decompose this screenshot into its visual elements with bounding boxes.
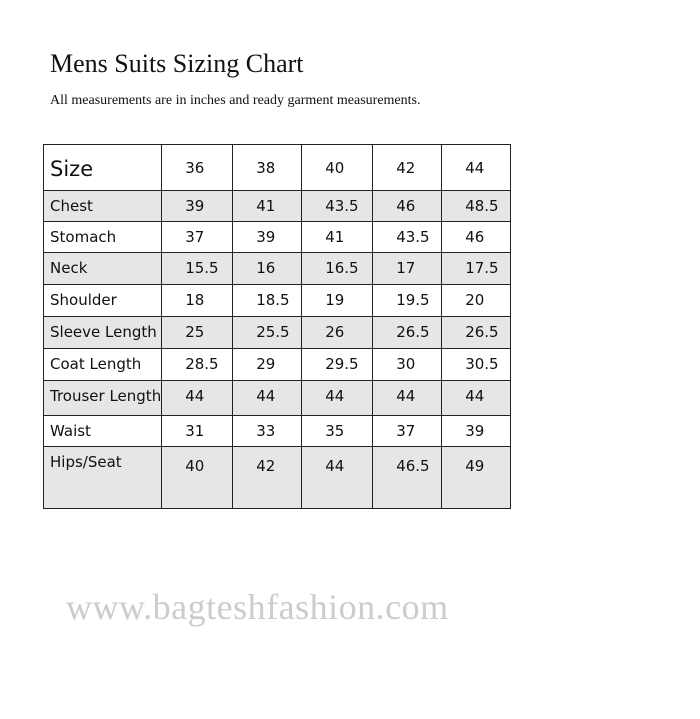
row-label: Trouser Length xyxy=(42,380,163,416)
table-row: Trouser Length 44 44 44 44 44 xyxy=(42,380,512,416)
row-label: Shoulder xyxy=(42,284,163,317)
table-cell: 17 xyxy=(372,252,443,285)
sizing-table: Size 36 38 40 42 44 Chest 39 41 43.5 46 … xyxy=(42,144,512,509)
table-cell: 44 xyxy=(301,446,374,509)
table-cell: 16 xyxy=(232,252,303,285)
table-cell: 30 xyxy=(372,348,443,381)
table-cell: 26.5 xyxy=(441,316,512,349)
table-cell: 37 xyxy=(161,221,234,253)
table-row: Stomach 37 39 41 43.5 46 xyxy=(42,221,512,253)
table-cell: 44 xyxy=(301,380,374,416)
table-cell: 44 xyxy=(232,380,303,416)
table-cell: 25.5 xyxy=(232,316,303,349)
watermark-text: www.bagteshfashion.com xyxy=(66,587,449,627)
row-label: Chest xyxy=(42,190,163,222)
table-row: Hips/Seat 40 42 44 46.5 49 xyxy=(42,446,512,509)
page-subtitle: All measurements are in inches and ready… xyxy=(50,93,421,108)
header-cell: 42 xyxy=(372,144,443,191)
header-cell: 36 xyxy=(161,144,234,191)
row-label: Coat Length xyxy=(42,348,163,381)
table-row: Waist 31 33 35 37 39 xyxy=(42,415,512,447)
table-cell: 41 xyxy=(232,190,303,222)
table-row: Neck 15.5 16 16.5 17 17.5 xyxy=(42,252,512,285)
table-row: Chest 39 41 43.5 46 48.5 xyxy=(42,190,512,222)
table-cell: 29.5 xyxy=(301,348,374,381)
table-cell: 44 xyxy=(372,380,443,416)
table-row: Sleeve Length 25 25.5 26 26.5 26.5 xyxy=(42,316,512,349)
table-cell: 33 xyxy=(232,415,303,447)
table-cell: 30.5 xyxy=(441,348,512,381)
header-cell: 44 xyxy=(441,144,512,191)
table-cell: 17.5 xyxy=(441,252,512,285)
table-cell: 26 xyxy=(301,316,374,349)
table-cell: 29 xyxy=(232,348,303,381)
table-cell: 48.5 xyxy=(441,190,512,222)
table-cell: 16.5 xyxy=(301,252,374,285)
table-cell: 37 xyxy=(372,415,443,447)
table-cell: 40 xyxy=(161,446,234,509)
row-label: Hips/Seat xyxy=(42,446,163,509)
table-cell: 39 xyxy=(161,190,234,222)
row-label: Waist xyxy=(42,415,163,447)
table-cell: 26.5 xyxy=(372,316,443,349)
page-title: Mens Suits Sizing Chart xyxy=(50,49,304,78)
table-cell: 25 xyxy=(161,316,234,349)
table-cell: 39 xyxy=(441,415,512,447)
table-cell: 41 xyxy=(301,221,374,253)
table-cell: 19.5 xyxy=(372,284,443,317)
table-cell: 19 xyxy=(301,284,374,317)
table-cell: 20 xyxy=(441,284,512,317)
table-cell: 46 xyxy=(441,221,512,253)
row-label: Stomach xyxy=(42,221,163,253)
table-cell: 18.5 xyxy=(232,284,303,317)
table-cell: 49 xyxy=(441,446,512,509)
table-row: Coat Length 28.5 29 29.5 30 30.5 xyxy=(42,348,512,381)
table-cell: 35 xyxy=(301,415,374,447)
table-cell: 44 xyxy=(161,380,234,416)
row-label: Neck xyxy=(42,252,163,285)
table-cell: 43.5 xyxy=(301,190,374,222)
header-cell: Size xyxy=(42,144,163,191)
header-cell: 40 xyxy=(301,144,374,191)
table-cell: 39 xyxy=(232,221,303,253)
table-cell: 18 xyxy=(161,284,234,317)
table-cell: 28.5 xyxy=(161,348,234,381)
table-cell: 31 xyxy=(161,415,234,447)
table-cell: 46 xyxy=(372,190,443,222)
header-cell: 38 xyxy=(232,144,303,191)
table-cell: 44 xyxy=(441,380,512,416)
table-cell: 43.5 xyxy=(372,221,443,253)
table-row: Shoulder 18 18.5 19 19.5 20 xyxy=(42,284,512,317)
table-cell: 46.5 xyxy=(372,446,443,509)
table-cell: 15.5 xyxy=(161,252,234,285)
table-cell: 42 xyxy=(232,446,303,509)
row-label: Sleeve Length xyxy=(42,316,163,349)
table-header-row: Size 36 38 40 42 44 xyxy=(42,144,512,191)
